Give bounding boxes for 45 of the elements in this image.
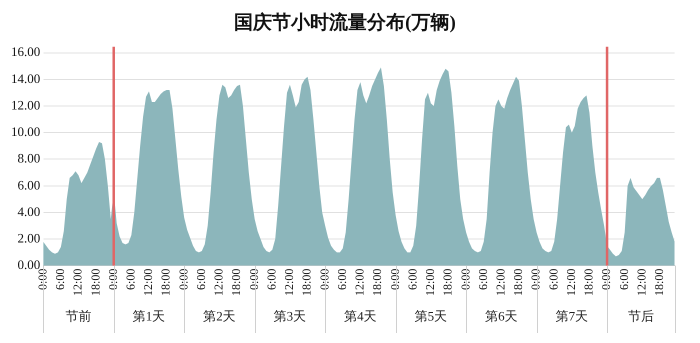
x-tick-label: 12:00 — [70, 268, 85, 296]
y-tick-label: 16.00 — [11, 44, 40, 60]
text: 第4天 — [344, 308, 377, 324]
x-tick-label: 12:00 — [634, 268, 648, 296]
text: 第1天 — [132, 308, 166, 324]
x-tick-label: 6:00 — [546, 268, 560, 290]
chart-title: 国庆节小时流量分布(万辆) — [234, 11, 456, 34]
x-tick-label: 18:00 — [511, 268, 526, 296]
y-tick-label: 8.00 — [18, 150, 40, 166]
x-tick-label: 6:00 — [334, 268, 349, 290]
y-tick-label: 6.00 — [18, 177, 40, 192]
text: 第7天 — [556, 308, 588, 324]
x-tick-label: 18:00 — [582, 268, 596, 296]
text: 节前 — [65, 308, 92, 324]
x-tick-label: 12:00 — [494, 268, 508, 296]
text: 第2天 — [203, 308, 236, 324]
y-tick-label: 12.00 — [11, 97, 40, 112]
x-tick-label: 6:00 — [264, 268, 278, 290]
x-tick-label: 6:00 — [53, 268, 68, 290]
x-tick-label: 12:00 — [141, 268, 156, 296]
x-tick-label: 18:00 — [158, 268, 173, 296]
y-tick-label: 10.00 — [11, 124, 40, 140]
x-tick-label: 6:00 — [124, 268, 138, 290]
x-tick-label: 18:00 — [370, 268, 384, 296]
text: 第6天 — [485, 308, 518, 324]
x-tick-label: 12:00 — [564, 268, 578, 296]
x-tick-label: 12:00 — [352, 268, 367, 296]
x-tick-label: 18:00 — [652, 268, 666, 296]
text: 第3天 — [274, 308, 306, 324]
y-tick-label: 14.00 — [11, 70, 40, 86]
x-tick-label: 6:00 — [476, 268, 490, 290]
x-tick-label: 18:00 — [300, 268, 314, 296]
text: 节后 — [628, 308, 654, 324]
x-tick-label: 18:00 — [88, 268, 102, 296]
x-tick-label: 6:00 — [194, 268, 208, 290]
y-tick-label: 4.00 — [18, 204, 40, 219]
x-tick-label: 12:00 — [212, 268, 226, 296]
x-tick-label: 12:00 — [282, 268, 296, 296]
text: 第5天 — [414, 308, 448, 324]
x-tick-label: 6:00 — [616, 268, 631, 290]
y-tick-label: 2.00 — [18, 230, 40, 246]
x-tick-label: 6:00 — [405, 268, 420, 290]
x-tick-label: 12:00 — [423, 268, 438, 296]
x-tick-label: 18:00 — [440, 268, 455, 296]
x-tick-label: 18:00 — [229, 268, 244, 296]
